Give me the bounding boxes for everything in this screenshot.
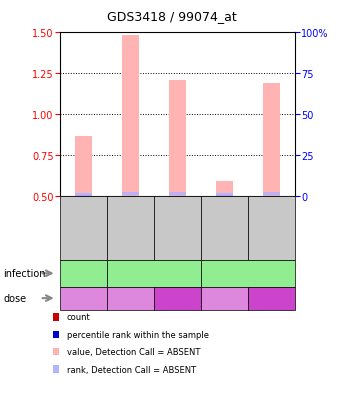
- Text: GSM281831: GSM281831: [220, 205, 229, 251]
- Text: GSM281830: GSM281830: [173, 205, 182, 251]
- Bar: [216, 181, 233, 196]
- Bar: [122, 192, 139, 195]
- Bar: [169, 81, 186, 196]
- Text: none: none: [71, 293, 96, 304]
- Text: sublethal: sublethal: [208, 295, 241, 301]
- Bar: [75, 194, 92, 197]
- Bar: [122, 36, 139, 196]
- Bar: [169, 192, 186, 195]
- Bar: [75, 137, 92, 196]
- Text: Yersinia enterocolitica
O8 strain WA-314: Yersinia enterocolitica O8 strain WA-314: [116, 267, 192, 280]
- Text: infection: infection: [3, 268, 46, 279]
- Text: GSM281825: GSM281825: [79, 205, 88, 251]
- Text: sublethal: sublethal: [114, 295, 147, 301]
- Text: value, Detection Call = ABSENT: value, Detection Call = ABSENT: [67, 347, 200, 356]
- Text: rank, Detection Call = ABSENT: rank, Detection Call = ABSENT: [67, 365, 196, 374]
- Text: lethal: lethal: [258, 293, 285, 304]
- Text: dose: dose: [3, 293, 26, 304]
- Text: control: control: [68, 269, 99, 278]
- Bar: [216, 194, 233, 197]
- Text: GSM281829: GSM281829: [126, 205, 135, 251]
- Text: GDS3418 / 99074_at: GDS3418 / 99074_at: [107, 10, 236, 23]
- Bar: [263, 192, 280, 195]
- Text: lethal: lethal: [164, 293, 191, 304]
- Text: GSM281832: GSM281832: [267, 205, 276, 251]
- Bar: [263, 83, 280, 196]
- Text: count: count: [67, 313, 91, 322]
- Text: Yersinia enterocolitica
YopH deletion mutant: Yersinia enterocolitica YopH deletion mu…: [210, 267, 286, 280]
- Text: percentile rank within the sample: percentile rank within the sample: [67, 330, 209, 339]
